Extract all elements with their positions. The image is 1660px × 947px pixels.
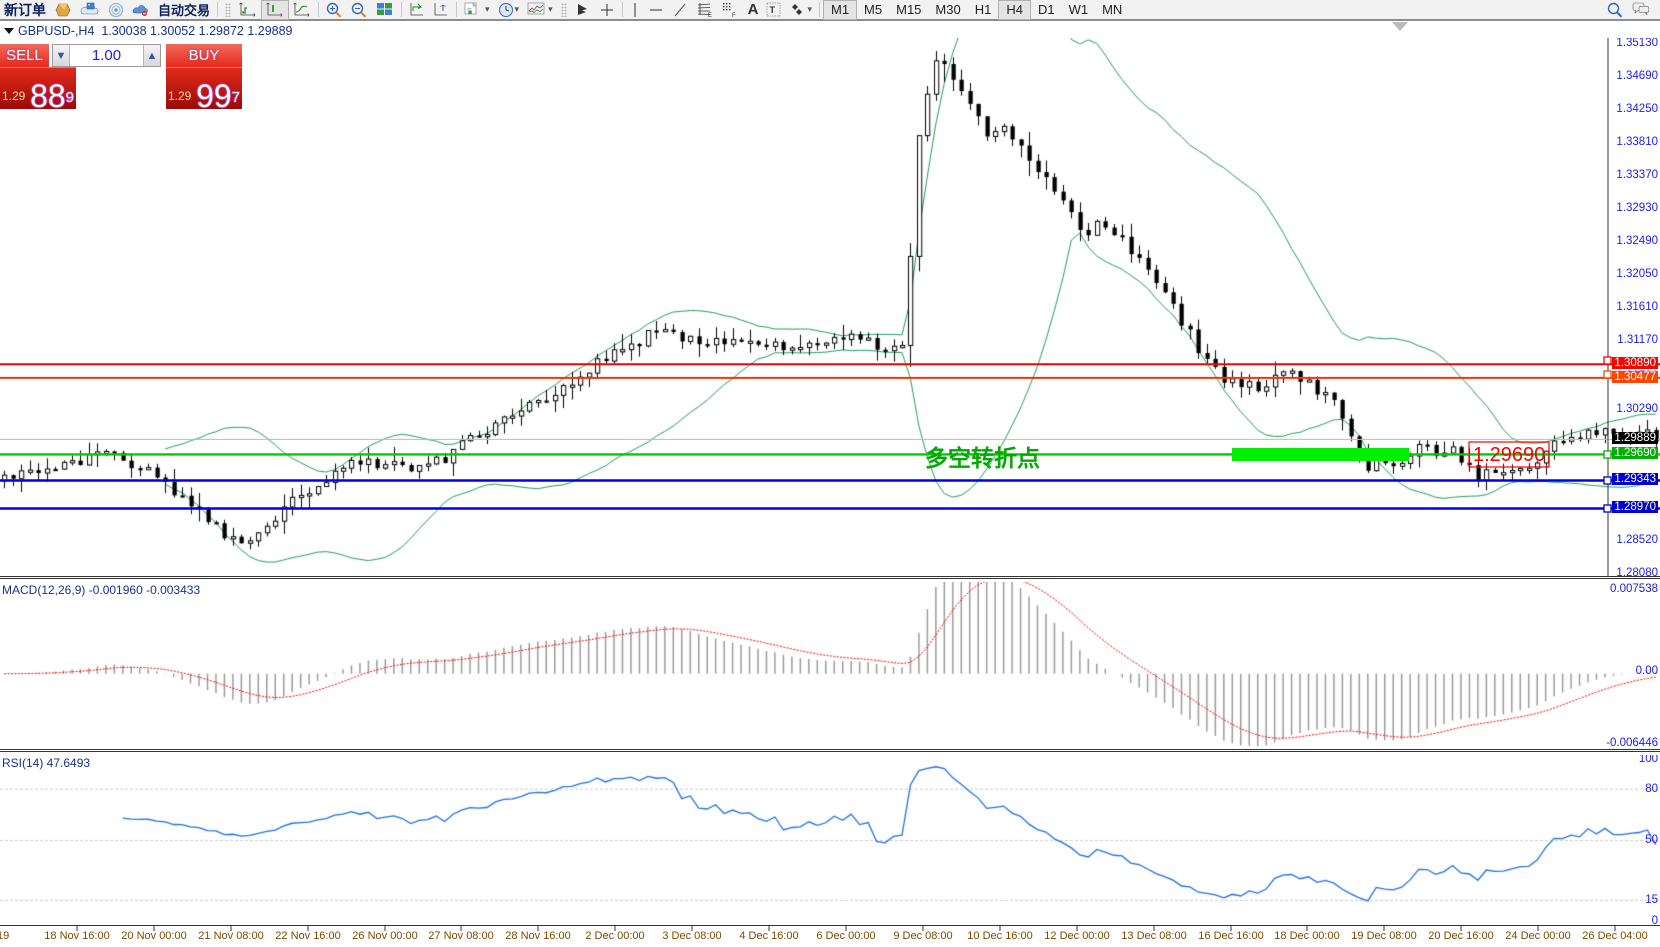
svg-text:E: E [708, 13, 712, 18]
svg-text:F: F [732, 13, 736, 18]
svg-text:T: T [770, 5, 776, 15]
svg-text:1.29690: 1.29690 [1473, 444, 1545, 466]
svg-text:多空转折点: 多空转折点 [925, 445, 1040, 471]
